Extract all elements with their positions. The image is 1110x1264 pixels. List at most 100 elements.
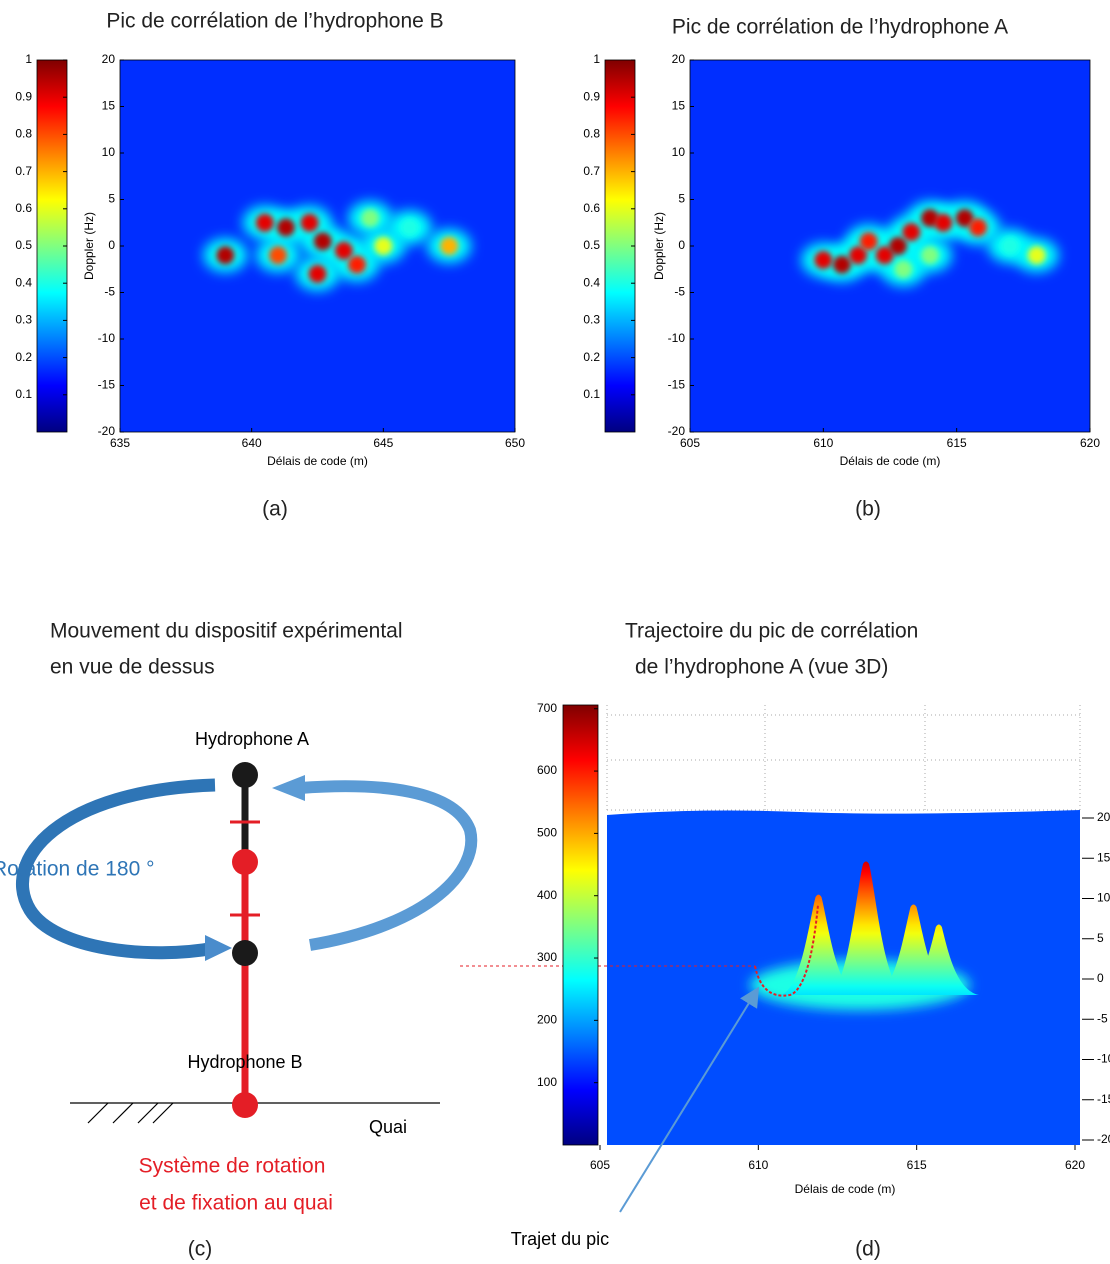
y-tick-label: 5 bbox=[1097, 931, 1104, 945]
correlation-peak bbox=[269, 246, 287, 265]
colorbar-tick-label: 200 bbox=[537, 1013, 557, 1027]
correlation-peak bbox=[859, 232, 878, 251]
x-axis-label: Délais de code (m) bbox=[840, 454, 941, 468]
hydrophone bbox=[232, 940, 258, 966]
colorbar-tick-label: 0.5 bbox=[15, 238, 32, 252]
correlation-peak bbox=[374, 237, 393, 255]
correlation-peak bbox=[334, 241, 353, 260]
y-tick-label: -20 bbox=[668, 424, 686, 438]
diagram-title: Mouvement du dispositif expérimental bbox=[50, 620, 403, 643]
colorbar-tick-label: 300 bbox=[537, 950, 557, 964]
y-tick-label: -20 bbox=[1097, 1132, 1110, 1146]
colorbar-tick-label: 400 bbox=[537, 888, 557, 902]
x-tick-label: 635 bbox=[110, 436, 130, 450]
colorbar-tick-label: 0.3 bbox=[15, 313, 32, 327]
correlation-peak bbox=[313, 232, 332, 251]
y-tick-label: 0 bbox=[1097, 971, 1104, 985]
colorbar bbox=[562, 704, 599, 1146]
y-tick-label: 5 bbox=[108, 192, 115, 206]
arrowhead bbox=[205, 935, 232, 961]
caption: (a) bbox=[262, 498, 288, 521]
label: Hydrophone B bbox=[187, 1052, 302, 1072]
y-tick-label: 10 bbox=[102, 145, 116, 159]
colorbar bbox=[604, 59, 636, 433]
x-tick-label: 645 bbox=[373, 436, 393, 450]
colorbar-tick-label: 0.7 bbox=[583, 164, 600, 178]
correlation-peak bbox=[814, 250, 833, 269]
x-tick-label: 620 bbox=[1080, 436, 1100, 450]
fixation bbox=[232, 1092, 258, 1118]
x-tick-label: 640 bbox=[242, 436, 262, 450]
x-tick-label: 620 bbox=[1065, 1158, 1085, 1172]
rotation-arrow bbox=[299, 780, 478, 951]
colorbar-tick-label: 0.6 bbox=[583, 201, 600, 215]
correlation-peak bbox=[255, 213, 274, 232]
colorbar bbox=[36, 59, 68, 433]
x-axis-label: Délais de code (m) bbox=[795, 1182, 896, 1196]
quay-hatch bbox=[87, 1102, 174, 1124]
y-tick-label: 15 bbox=[102, 99, 116, 113]
caption: (c) bbox=[188, 1238, 213, 1261]
diagram-title: en vue de dessus bbox=[50, 656, 215, 679]
label: Système de rotation bbox=[139, 1155, 326, 1178]
correlation-peak bbox=[361, 209, 380, 228]
y-tick-label: 15 bbox=[1097, 850, 1110, 864]
x-tick-label: 650 bbox=[505, 436, 525, 450]
correlation-peak bbox=[894, 260, 913, 279]
label: Hydrophone A bbox=[195, 729, 309, 749]
colorbar-tick-label: 0.2 bbox=[583, 350, 600, 364]
correlation-peak bbox=[1027, 246, 1046, 265]
x-tick-label: 605 bbox=[590, 1158, 610, 1172]
colorbar-tick-label: 0.1 bbox=[583, 387, 600, 401]
colorbar-tick-label: 600 bbox=[537, 763, 557, 777]
y-tick-label: -10 bbox=[668, 331, 686, 345]
correlation-peak bbox=[969, 218, 987, 237]
y-tick-label: 15 bbox=[672, 99, 686, 113]
colorbar-tick-label: 100 bbox=[537, 1075, 557, 1089]
rotation-arrow bbox=[16, 778, 217, 960]
colorbar-tick-label: 0.4 bbox=[15, 275, 32, 289]
y-tick-label: 0 bbox=[678, 238, 685, 252]
x-tick-label: 615 bbox=[947, 436, 967, 450]
colorbar-tick-label: 0.9 bbox=[15, 89, 32, 103]
y-tick-label: -5 bbox=[674, 285, 685, 299]
correlation-peak bbox=[955, 209, 974, 228]
chart-title: Pic de corrélation de l’hydrophone B bbox=[106, 10, 443, 33]
x-tick-label: 610 bbox=[813, 436, 833, 450]
hydrophone bbox=[232, 762, 258, 788]
annotation: Trajet du pic bbox=[511, 1229, 609, 1249]
label: Rotation de 180 ° bbox=[0, 858, 155, 881]
colorbar-tick-label: 0.2 bbox=[15, 350, 32, 364]
y-axis-label: Doppler (Hz) bbox=[652, 212, 666, 280]
correlation-peak bbox=[276, 218, 295, 237]
chart-title: Pic de corrélation de l’hydrophone A bbox=[672, 16, 1008, 39]
chart-title: de l’hydrophone A (vue 3D) bbox=[635, 656, 888, 679]
correlation-peak bbox=[875, 246, 894, 265]
y-tick-label: 20 bbox=[1097, 810, 1110, 824]
colorbar-tick-label: 0.6 bbox=[15, 201, 32, 215]
y-tick-label: 5 bbox=[678, 192, 685, 206]
peak-trajectory bbox=[754, 904, 819, 997]
correlation-peak bbox=[300, 213, 319, 232]
diagram: Mouvement du dispositif expérimental en … bbox=[0, 620, 478, 1261]
y-tick-label: -5 bbox=[1097, 1011, 1108, 1025]
y-tick-label: 20 bbox=[672, 52, 686, 66]
y-tick-label: -15 bbox=[1097, 1092, 1110, 1106]
correlation-peak bbox=[1001, 237, 1019, 255]
heatmap-cells bbox=[801, 201, 1059, 287]
y-tick-label: 20 bbox=[102, 52, 116, 66]
correlation-peak bbox=[216, 246, 235, 265]
correlation-peak bbox=[833, 255, 851, 274]
correlation-peak bbox=[849, 246, 867, 265]
caption: (d) bbox=[855, 1238, 881, 1261]
y-tick-label: -5 bbox=[104, 285, 115, 299]
colorbar-tick-label: 0.5 bbox=[583, 238, 600, 252]
correlation-peak bbox=[440, 237, 459, 255]
correlation-peak bbox=[902, 223, 921, 242]
caption: (b) bbox=[855, 498, 881, 521]
colorbar-tick-label: 0.4 bbox=[583, 275, 600, 289]
correlation-peak bbox=[400, 218, 419, 237]
correlation-peak bbox=[921, 246, 939, 265]
x-axis-label: Délais de code (m) bbox=[267, 454, 368, 468]
